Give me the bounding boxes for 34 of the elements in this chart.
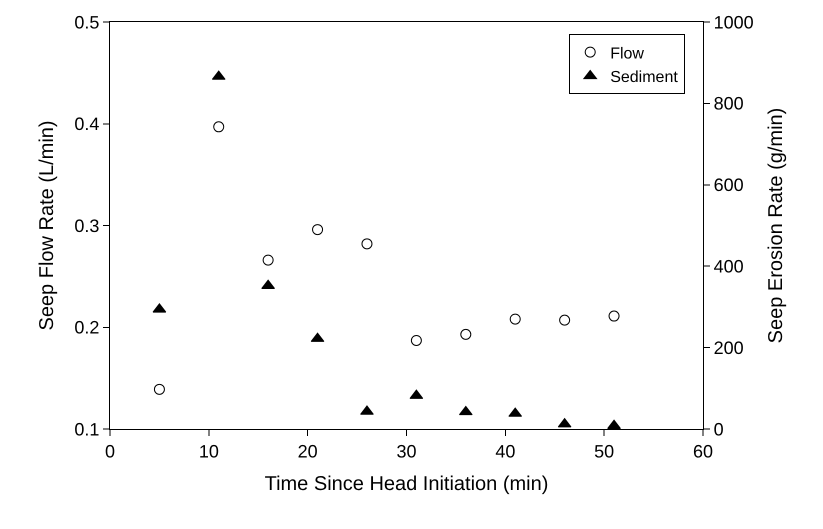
legend-label: Flow xyxy=(610,45,644,62)
x-tick-label: 50 xyxy=(594,442,614,462)
y2-tick-label: 1000 xyxy=(714,12,754,32)
x-tick-label: 10 xyxy=(198,442,219,462)
point xyxy=(410,334,422,346)
y2-tick-label: 600 xyxy=(714,175,744,196)
point xyxy=(152,303,166,313)
x-tick-label: 60 xyxy=(692,442,714,462)
y-tick-label: 0.2 xyxy=(74,318,100,338)
y2-axis-title: Seep Erosion Rate (g/min) xyxy=(765,108,788,344)
y-tick-label: 0.5 xyxy=(74,12,100,32)
x-tick-label: 40 xyxy=(495,442,516,462)
point xyxy=(154,384,165,395)
y-tick-label: 0.1 xyxy=(74,419,100,440)
x-tick-label: 20 xyxy=(298,442,318,462)
point xyxy=(312,224,324,236)
point xyxy=(213,121,224,132)
y2-tick-label: 0 xyxy=(714,419,724,440)
x-tick-label: 0 xyxy=(104,442,116,462)
x-axis-title: Time Since Head Initiation (min) xyxy=(264,473,548,496)
y-axis-title: Seep Flow Rate (L/min) xyxy=(36,120,58,331)
point xyxy=(262,254,274,266)
y-tick-label: 0.4 xyxy=(74,114,100,134)
y-tick-label: 0.3 xyxy=(74,216,100,236)
point xyxy=(608,310,620,322)
y2-tick-label: 800 xyxy=(714,94,744,114)
point xyxy=(510,314,521,325)
point xyxy=(460,328,472,340)
point xyxy=(361,238,372,250)
y2-tick-label: 400 xyxy=(714,256,744,276)
point xyxy=(559,314,570,326)
legend-label: Sediment xyxy=(610,69,678,86)
y2-tick-label: 200 xyxy=(714,338,744,358)
x-tick-label: 30 xyxy=(396,442,417,462)
